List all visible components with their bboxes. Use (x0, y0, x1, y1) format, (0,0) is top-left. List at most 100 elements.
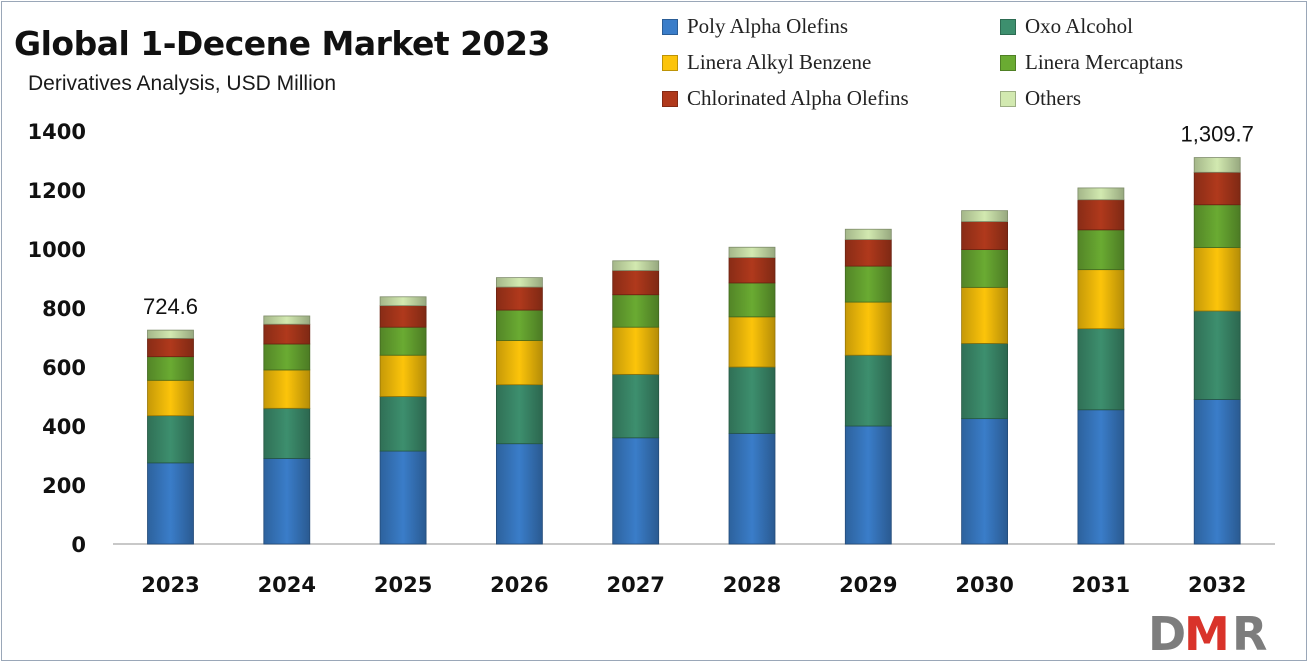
bar-segment (612, 270, 660, 296)
bar-segment (728, 366, 776, 434)
legend-label: Oxo Alcohol (1025, 14, 1133, 38)
legend-swatch (1000, 90, 1016, 107)
bar-segment (612, 437, 660, 545)
bar-segment (495, 286, 543, 311)
legend-swatch (662, 54, 678, 71)
bar-segment (844, 301, 892, 356)
data-label: 1,309.7 (1180, 122, 1253, 147)
bar-segment (612, 260, 660, 271)
bar-segment (147, 356, 194, 381)
x-tick-label: 2027 (606, 573, 664, 597)
bar-segment (379, 354, 427, 397)
legend-label: Chlorinated Alpha Olefins (687, 86, 909, 110)
x-tick-label: 2030 (955, 573, 1013, 597)
bar-segment (379, 396, 427, 452)
y-tick-label: 800 (42, 297, 86, 321)
bar-segment (728, 257, 776, 284)
bar-segment (961, 221, 1008, 250)
bar-segment (147, 415, 194, 464)
x-tick-label: 2025 (374, 573, 432, 597)
x-tick-label: 2023 (141, 573, 199, 597)
data-label: 724.6 (143, 294, 198, 319)
bar-segment (612, 373, 660, 439)
legend-swatch (662, 18, 678, 35)
bar-segment (263, 458, 311, 545)
x-tick-label: 2029 (839, 573, 897, 597)
bar-segment (495, 277, 543, 288)
bar-segment (844, 354, 892, 427)
y-tick-label: 1200 (28, 179, 86, 203)
bar-segment (612, 326, 660, 375)
bar-segment (844, 228, 892, 240)
y-tick-label: 400 (42, 415, 86, 439)
x-tick-label: 2032 (1188, 573, 1246, 597)
legend-item: Linera Mercaptans (1000, 50, 1183, 75)
bar-segment (147, 462, 194, 545)
bar-segment (1077, 199, 1125, 231)
chart-subtitle: Derivatives Analysis, USD Million (28, 72, 337, 95)
bar-segment (1077, 229, 1125, 271)
bar-segment (728, 246, 776, 258)
bar-segment (612, 294, 660, 328)
bar-segment (961, 286, 1008, 344)
bar-segment (961, 249, 1008, 288)
bar-segment (263, 369, 311, 409)
bar-segment (961, 342, 1008, 420)
legend-label: Poly Alpha Olefins (687, 14, 848, 38)
bar-segment (961, 210, 1008, 222)
legend-label: Linera Mercaptans (1025, 50, 1184, 74)
y-tick-label: 1400 (28, 120, 86, 144)
bar-segment (379, 450, 427, 545)
bar-segment (1193, 171, 1241, 206)
y-tick-label: 0 (71, 533, 86, 557)
y-tick-label: 600 (42, 356, 86, 380)
bar-segment (1077, 328, 1125, 411)
legend-item: Chlorinated Alpha Olefins (662, 86, 909, 111)
legend-item: Linera Alkyl Benzene (662, 50, 871, 75)
svg-text:R: R (1232, 608, 1267, 656)
chart-title: Global 1-Decene Market 2023 (14, 24, 550, 63)
dmr-logo: D M R (1148, 608, 1267, 656)
bar-segment (263, 315, 311, 325)
x-tick-label: 2026 (490, 573, 548, 597)
x-tick-label: 2031 (1072, 573, 1130, 597)
bar-segment (1193, 399, 1241, 545)
bar-segment (379, 326, 427, 356)
bar-segment (495, 384, 543, 445)
bar-segment (728, 316, 776, 368)
svg-text:M: M (1184, 608, 1228, 656)
legend-swatch (662, 90, 678, 107)
bar-segment (844, 425, 892, 545)
legend-item: Oxo Alcohol (1000, 14, 1133, 39)
bar-segment (1193, 310, 1241, 400)
bar-segment (844, 239, 892, 267)
bar-segment (728, 282, 776, 318)
x-tick-label: 2028 (723, 573, 781, 597)
bar-segment (263, 343, 311, 371)
legend-item: Poly Alpha Olefins (662, 14, 848, 39)
bar-segment (495, 443, 543, 545)
bar-segment (379, 296, 427, 307)
bar-segment (844, 265, 892, 303)
x-tick-label: 2024 (258, 573, 316, 597)
bar-segment (1077, 187, 1125, 201)
bar-segment (495, 309, 543, 341)
bar-segment (379, 305, 427, 328)
bar-segment (495, 340, 543, 386)
legend-label: Linera Alkyl Benzene (687, 50, 872, 74)
bar-segment (728, 432, 776, 545)
svg-text:D: D (1148, 608, 1184, 656)
legend-label: Others (1025, 86, 1081, 110)
bar-segment (147, 337, 194, 358)
legend-item: Others (1000, 86, 1081, 111)
bar-segment (263, 323, 311, 345)
legend-swatch (1000, 18, 1016, 35)
bar-segment (147, 329, 194, 339)
bar-segment (263, 407, 311, 459)
y-tick-label: 200 (42, 474, 86, 498)
bar-segment (1193, 247, 1241, 312)
bar-segment (961, 418, 1008, 545)
bar-segment (1077, 409, 1125, 545)
y-tick-label: 1000 (28, 238, 86, 262)
